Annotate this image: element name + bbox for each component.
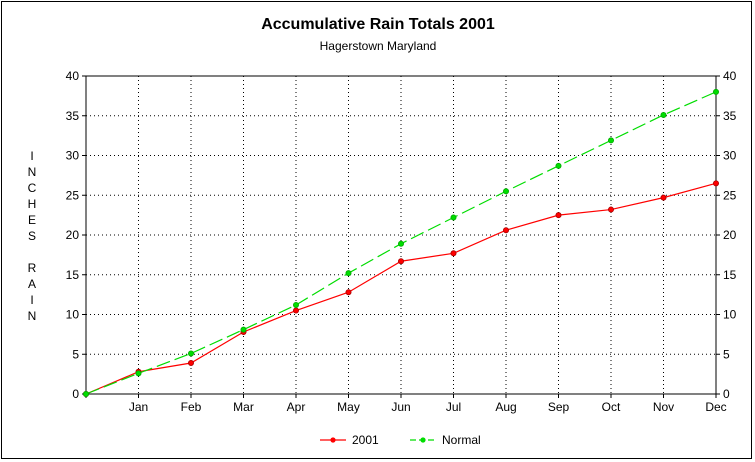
- plot-area: [85, 75, 717, 395]
- data-point: [187, 350, 194, 357]
- series-layer: [83, 88, 720, 397]
- y-tick-label-left: 15: [66, 268, 80, 282]
- x-tick-label: Aug: [495, 400, 516, 414]
- axes-layer: 0 0 5 5 10 10 15 15 20 20 25 25 30 30 35 35 40 40 Jan Feb Ma…: [66, 69, 737, 414]
- data-point: [660, 111, 667, 118]
- y-tick-label-left: 35: [66, 109, 80, 123]
- x-tick-label: Jan: [129, 400, 148, 414]
- y-tick-label-right: 30: [723, 149, 737, 163]
- y-axis-label-letter: N: [28, 165, 37, 179]
- y-tick-label-right: 20: [723, 228, 737, 242]
- y-axis-label-letter: A: [28, 277, 36, 291]
- data-point: [502, 188, 509, 195]
- y-tick-label-left: 40: [66, 69, 80, 83]
- data-point: [713, 180, 720, 187]
- data-point: [660, 194, 667, 201]
- x-tick-label: Jun: [391, 400, 410, 414]
- data-point: [135, 370, 142, 377]
- data-point: [713, 88, 720, 95]
- data-point: [450, 250, 457, 257]
- data-point: [397, 258, 404, 265]
- data-point: [292, 307, 299, 314]
- data-point: [608, 137, 615, 144]
- data-point: [555, 212, 562, 219]
- x-tick-label: Jul: [446, 400, 461, 414]
- y-tick-label-left: 25: [66, 188, 80, 202]
- y-tick-label-right: 35: [723, 109, 737, 123]
- y-axis-label-letter: E: [28, 213, 36, 227]
- x-tick-label: Mar: [233, 400, 254, 414]
- y-axis-label-letter: I: [30, 149, 33, 163]
- data-point: [555, 162, 562, 169]
- data-point: [187, 359, 194, 366]
- y-axis-label-letter: R: [28, 261, 37, 275]
- data-point: [608, 206, 615, 213]
- y-tick-label-left: 20: [66, 228, 80, 242]
- legend-label: Normal: [442, 433, 481, 447]
- y-tick-label-right: 25: [723, 188, 737, 202]
- x-tick-label: Apr: [287, 400, 306, 414]
- y-tick-label-left: 5: [72, 347, 79, 361]
- data-point: [397, 240, 404, 247]
- y-tick-label-right: 0: [723, 387, 730, 401]
- data-point: [240, 326, 247, 333]
- data-point: [502, 227, 509, 234]
- x-tick-label: Feb: [181, 400, 202, 414]
- data-point: [83, 390, 90, 397]
- y-tick-label-right: 5: [723, 347, 730, 361]
- y-axis-label-letter: H: [28, 197, 37, 211]
- x-tick-label: May: [337, 400, 360, 414]
- legend-marker: [330, 437, 336, 443]
- data-point: [345, 270, 352, 277]
- y-tick-label-right: 40: [723, 69, 737, 83]
- y-axis-label-letter: C: [28, 181, 37, 195]
- legend: 2001 Normal: [320, 433, 481, 447]
- chart-subtitle: Hagerstown Maryland: [320, 39, 437, 53]
- y-tick-label-left: 0: [72, 387, 79, 401]
- grid-layer: [86, 76, 716, 394]
- legend-label: 2001: [352, 433, 379, 447]
- x-tick-label: Oct: [602, 400, 621, 414]
- y-tick-label-left: 30: [66, 149, 80, 163]
- y-tick-label-right: 10: [723, 308, 737, 322]
- y-axis-label-letter: I: [30, 293, 33, 307]
- chart-title: Accumulative Rain Totals 2001: [261, 16, 495, 33]
- data-point: [292, 301, 299, 308]
- x-tick-label: Dec: [705, 400, 726, 414]
- x-tick-label: Sep: [548, 400, 570, 414]
- legend-marker: [420, 437, 426, 443]
- data-point: [450, 214, 457, 221]
- x-tick-label: Nov: [653, 400, 674, 414]
- y-tick-label-left: 10: [66, 308, 80, 322]
- y-axis-label-letter: S: [28, 229, 36, 243]
- y-tick-label-right: 15: [723, 268, 737, 282]
- data-point: [345, 289, 352, 296]
- y-axis-label-letter: N: [28, 309, 37, 323]
